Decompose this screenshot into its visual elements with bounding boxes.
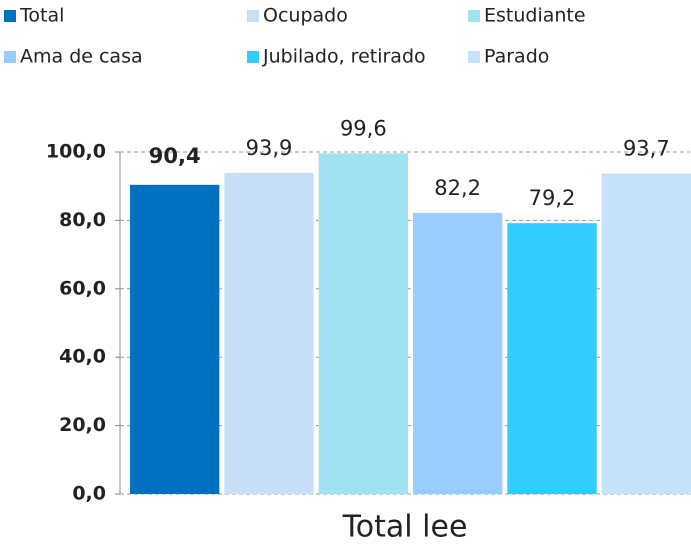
legend-label: Jubilado, retirado [262,46,426,68]
bar [507,223,597,495]
y-tick-label: 40,0 [59,346,106,368]
legend-swatch [247,10,259,22]
legend-swatch [4,51,16,63]
y-tick-label: 20,0 [59,414,106,436]
y-tick-label: 80,0 [59,209,106,231]
value-label: 93,9 [246,136,293,160]
bar [224,172,314,494]
value-label: 90,4 [149,144,201,168]
legend-label: Ama de casa [20,46,143,68]
y-tick-label: 60,0 [59,277,106,299]
value-label: 79,2 [529,186,576,210]
value-label: 82,2 [434,176,481,200]
bar [601,173,691,494]
legend-swatch [468,51,480,63]
y-tick-label: 100,0 [46,141,106,163]
legend-swatch [247,51,259,63]
bar [318,153,408,495]
bar [413,212,503,494]
legend-swatch [4,10,16,22]
legend-label: Total [19,5,64,27]
y-tick-label: 0,0 [72,483,106,505]
value-label: 93,7 [623,137,670,161]
value-label: 99,6 [340,116,387,140]
legend-label: Parado [484,46,549,68]
legend-label: Ocupado [263,5,348,27]
x-tick-label: Total lee [342,510,468,545]
legend-swatch [468,10,480,22]
legend-label: Estudiante [484,5,586,27]
bar [130,184,220,494]
